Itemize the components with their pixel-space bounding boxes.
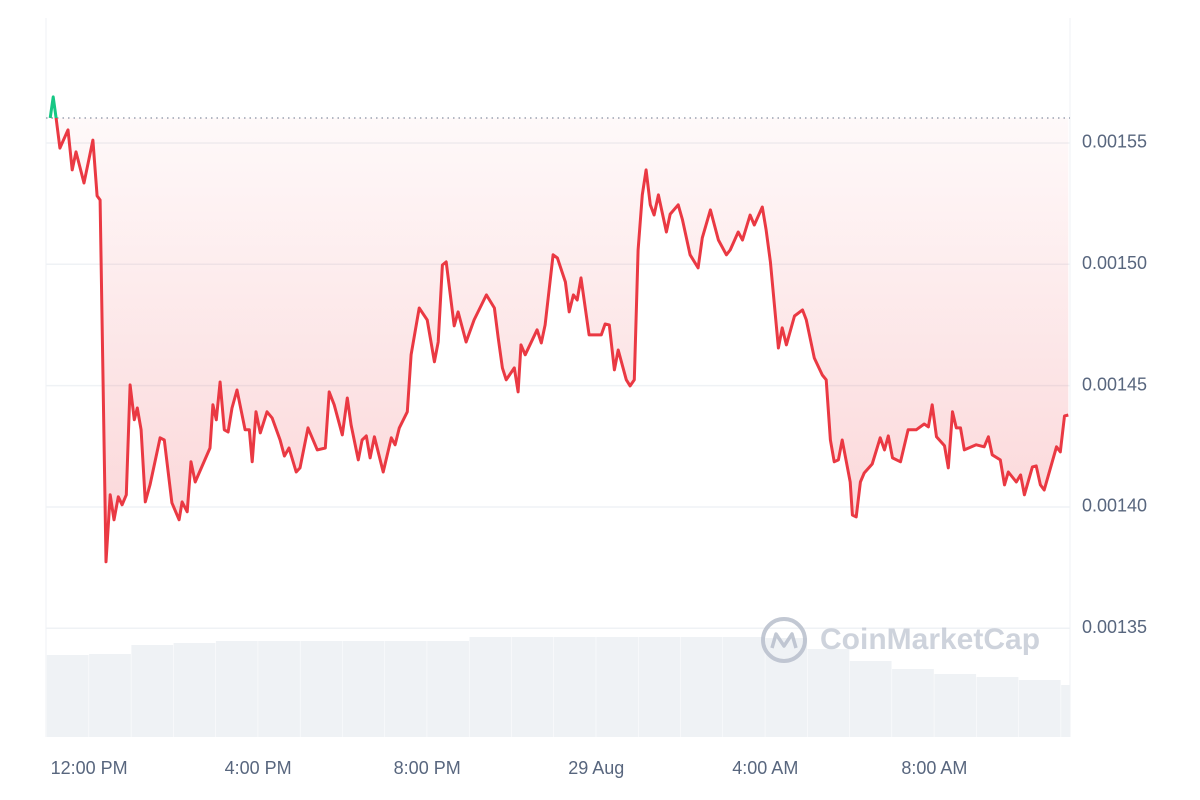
volume-bar — [300, 641, 343, 737]
volume-bar — [427, 641, 469, 737]
plot — [46, 95, 1070, 564]
x-tick-label: 4:00 PM — [225, 758, 292, 778]
watermark: CoinMarketCap — [761, 617, 1040, 663]
volume-bar — [1061, 685, 1070, 737]
y-tick-label: 0.00155 — [1082, 132, 1147, 152]
volume-bar — [46, 655, 89, 737]
volume-bar — [723, 637, 765, 737]
volume-bar — [384, 641, 427, 737]
volume-bar — [131, 645, 174, 737]
watermark-logo-mark — [770, 632, 798, 649]
volume-bars — [46, 637, 1070, 737]
x-tick-label: 4:00 AM — [732, 758, 798, 778]
volume-bar — [638, 637, 681, 737]
watermark-text: CoinMarketCap — [820, 623, 1040, 656]
volume-bar — [849, 661, 892, 737]
area-fill — [50, 117, 1069, 562]
volume-bar — [173, 643, 216, 737]
volume-bar — [553, 637, 596, 737]
x-tick-label: 29 Aug — [568, 758, 624, 778]
volume-bar — [258, 641, 300, 737]
x-tick-label: 8:00 PM — [394, 758, 461, 778]
volume-bar — [596, 637, 639, 737]
volume-bar — [215, 641, 258, 737]
volume-bar — [511, 637, 554, 737]
y-tick-label: 0.00140 — [1082, 496, 1147, 516]
volume-bar — [89, 654, 131, 737]
watermark-logo — [761, 617, 807, 663]
y-tick-label: 0.00150 — [1082, 253, 1147, 273]
tick-labels: 0.00135 0.00140 0.00145 0.00150 0.00155 12:00… — [51, 132, 1147, 778]
volume-bar — [342, 641, 385, 737]
x-tick-label: 12:00 PM — [51, 758, 128, 778]
y-tick-label: 0.00135 — [1082, 617, 1147, 637]
volume-bar — [1018, 680, 1061, 737]
price-line — [50, 117, 1069, 564]
volume-bar — [892, 669, 934, 737]
x-tick-label: 8:00 AM — [901, 758, 967, 778]
volume-bar — [934, 674, 977, 737]
volume-bar — [680, 637, 723, 737]
y-tick-label: 0.00145 — [1082, 374, 1147, 394]
volume-bar — [976, 677, 1019, 737]
volume-bar — [807, 649, 850, 737]
volume-bar — [469, 637, 512, 737]
